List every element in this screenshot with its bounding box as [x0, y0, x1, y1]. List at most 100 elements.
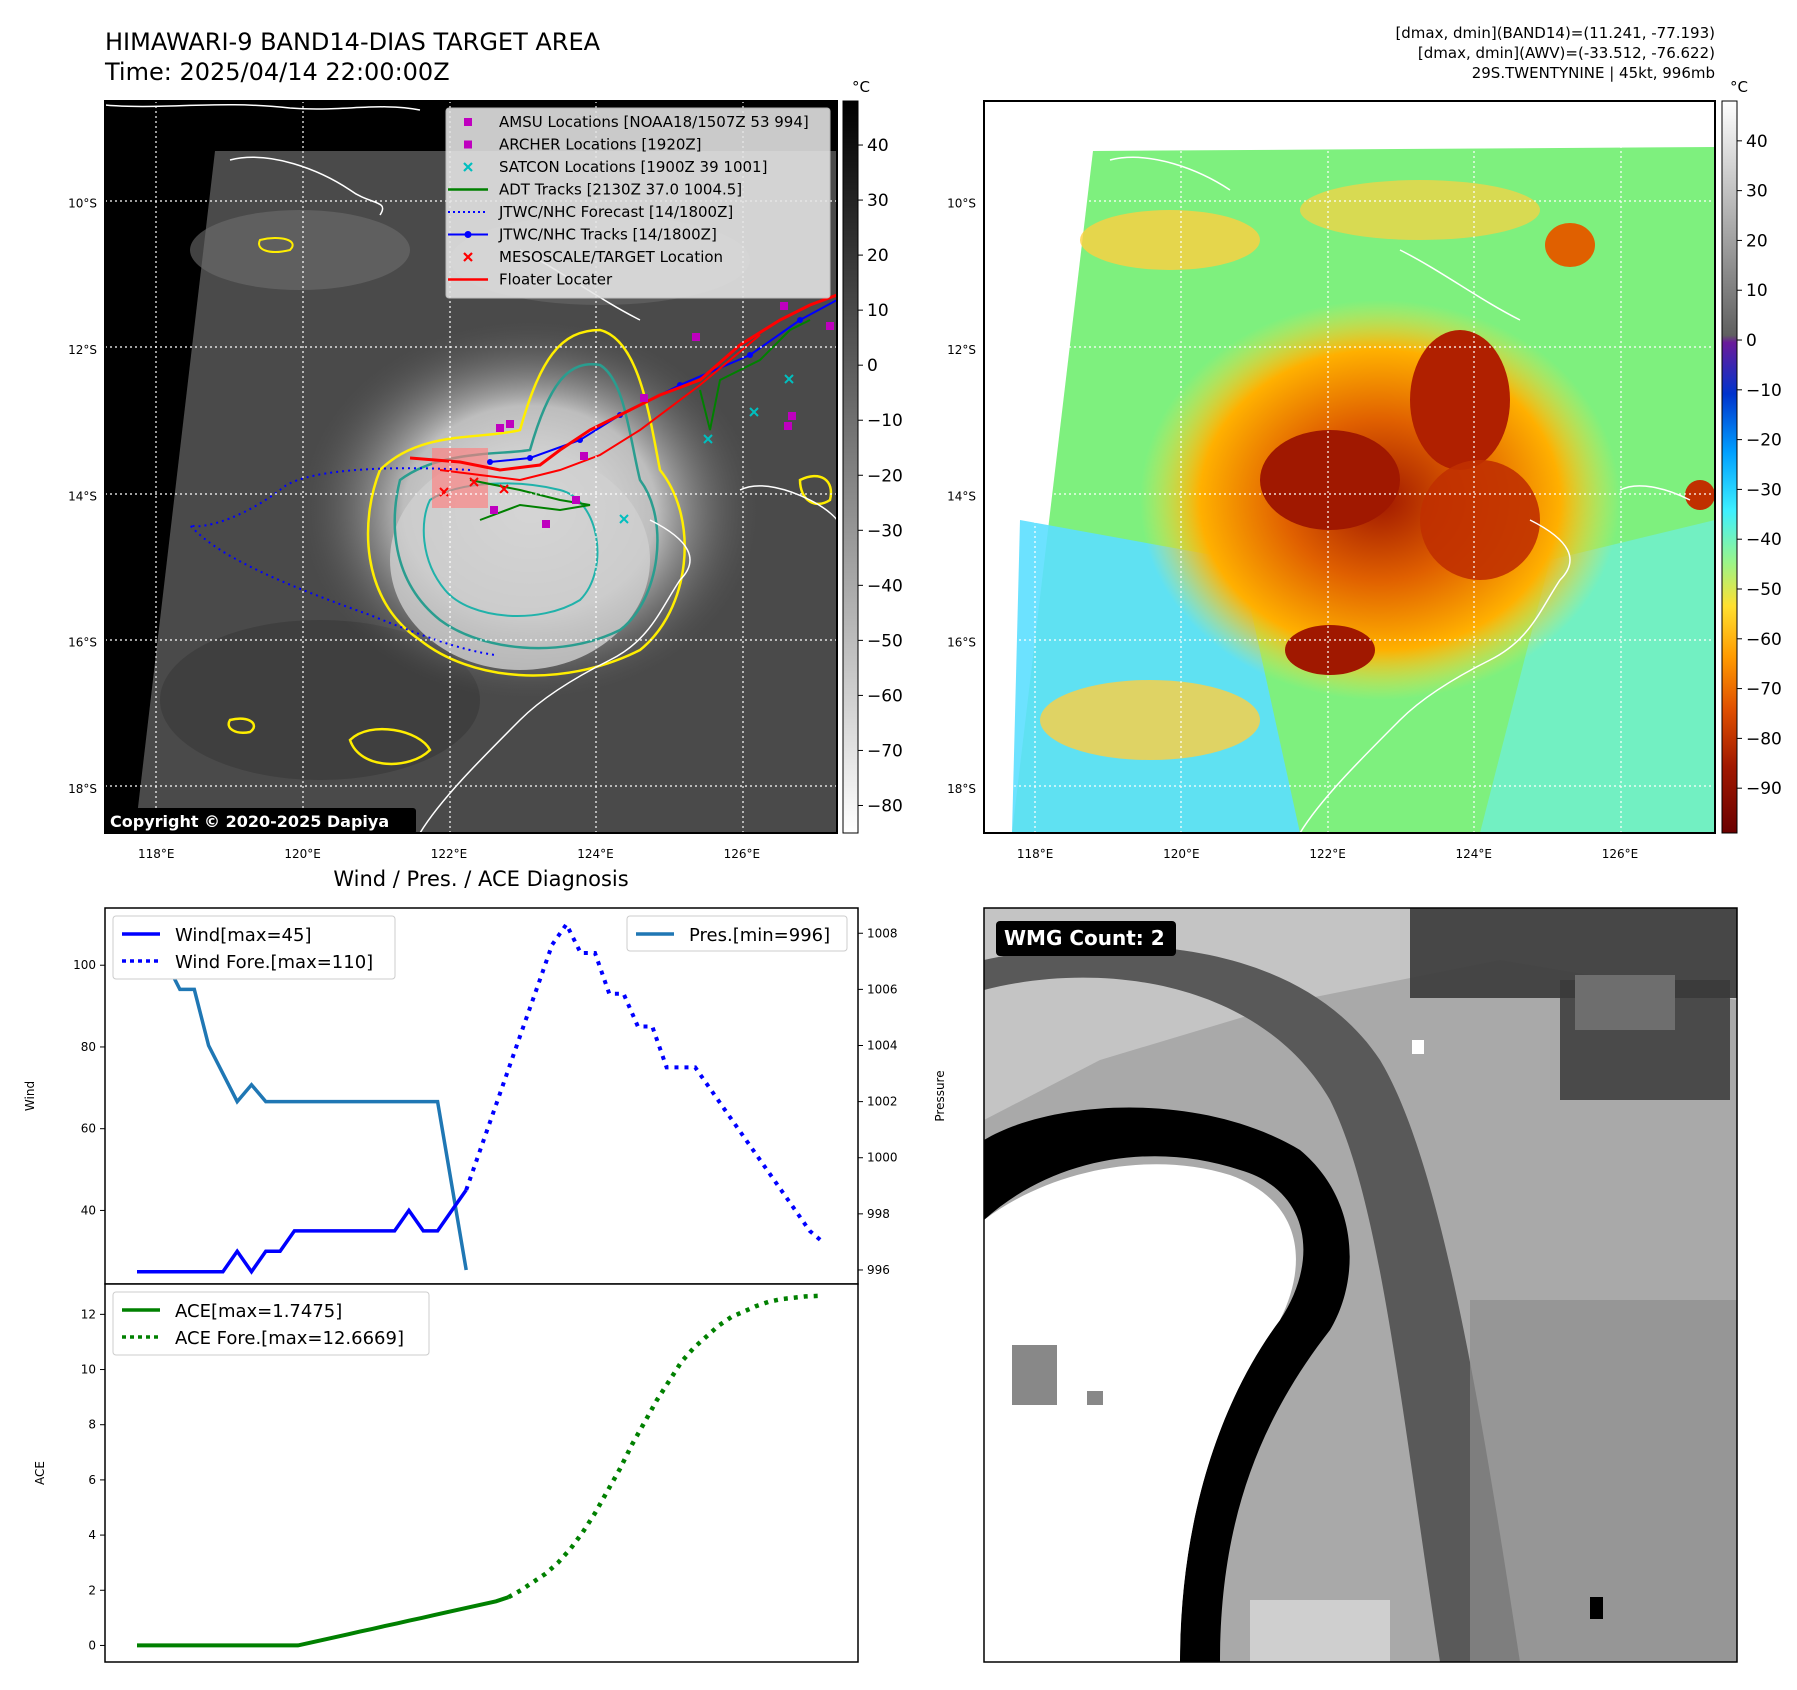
lon-tick-label: 120°E: [284, 847, 321, 861]
lon-tick-label: 124°E: [577, 847, 614, 861]
ace-tick-label: 10: [81, 1363, 96, 1377]
wind-line: [137, 1188, 468, 1275]
ace-line: [137, 1595, 510, 1648]
lat-tick-label: 10°S: [947, 196, 976, 210]
ace-forecast-line: [507, 1293, 819, 1600]
x-marker-icon: [463, 252, 473, 262]
ace-axis-label: ACE: [33, 1461, 47, 1485]
stats-line-3: 29S.TWENTYNINE | 45kt, 996mb: [1472, 64, 1715, 82]
ace-tick-label: 4: [88, 1528, 96, 1542]
contour-teal: [393, 363, 659, 650]
square-marker-icon: [464, 118, 472, 126]
stats-line-2: [dmax, dmin](AWV)=(-33.512, -76.622): [1418, 44, 1715, 62]
pressure-tick-label: 996: [867, 1263, 890, 1277]
floater-track: [409, 293, 837, 472]
colorbar-tick-label: 30: [1746, 182, 1768, 202]
colorbar-tick-label: 0: [867, 356, 878, 376]
lon-tick-label: 122°E: [1309, 847, 1346, 861]
stats-line-1: [dmax, dmin](BAND14)=(11.241, -77.193): [1395, 24, 1715, 42]
pressure-tick-label: 1000: [867, 1151, 898, 1165]
colorbar-tick-label: −50: [1746, 580, 1782, 600]
colorbar-tick-label: −80: [867, 796, 903, 816]
map-grid-right: [984, 101, 1715, 833]
square-marker-icon: [464, 140, 472, 149]
colorbar-tick-label: −60: [1746, 630, 1782, 650]
amsu-markers: [490, 302, 834, 528]
colorbar-tick-label: 10: [867, 301, 889, 321]
lon-tick-label: 118°E: [138, 847, 175, 861]
colorbar-tick-label: 30: [867, 191, 889, 211]
pressure-legend: Pres.[min=996]: [626, 915, 848, 952]
pressure-tick-label: 1002: [867, 1095, 898, 1109]
wind-tick-label: 100: [73, 958, 96, 972]
pressure-tick-label: 998: [867, 1207, 890, 1221]
awv-coastline: [1109, 156, 1691, 833]
figure-title: HIMAWARI-9 BAND14-DIAS TARGET AREA: [105, 28, 601, 56]
map-legend: AMSU Locations [NOAA18/1507Z 53 994] ARCH…: [445, 107, 831, 299]
ace-chart: 0 2 4 6 8 10 12 ACE ACE[max=1.7475] ACE Fore.[…: [33, 1283, 859, 1663]
lat-tick-label: 16°S: [947, 636, 976, 650]
awv-map: [984, 101, 1715, 833]
contour-yellow: [366, 328, 686, 677]
ace-tick-label: 2: [88, 1583, 96, 1597]
map-ticks-right: 118°E 120°E 122°E 124°E 126°E 10°S 12°S 14°S 16°…: [947, 196, 1638, 861]
colorbar-tick-label: 20: [867, 246, 889, 266]
wmg-black-band: [984, 1107, 1350, 1662]
colorbar-tick-label: −70: [867, 741, 903, 761]
colorbar-tick-label: −90: [1746, 779, 1782, 799]
lon-tick-label: 118°E: [1017, 847, 1054, 861]
wmg-white-core: [984, 1164, 1296, 1662]
lon-tick-label: 120°E: [1163, 847, 1200, 861]
colorbar-tick-label: −60: [867, 686, 903, 706]
lat-tick-label: 18°S: [947, 782, 976, 796]
colorbar-tick-label: −20: [1746, 431, 1782, 451]
colorbar-tick-label: −30: [867, 521, 903, 541]
colorbar-tick-label: 0: [1746, 331, 1757, 351]
ace-legend-fore: ACE Fore.[max=12.6669]: [175, 1328, 404, 1349]
wind-pressure-chart: 40 60 80 100 996 998 1000 1002 1004 1006 1008 Wind…: [23, 907, 947, 1285]
lon-tick-label: 124°E: [1456, 847, 1493, 861]
lat-tick-label: 18°S: [68, 782, 97, 796]
ace-tick-label: 12: [81, 1307, 96, 1321]
colorbar-tick-label: −50: [867, 631, 903, 651]
colorbar-tick-label: −10: [867, 411, 903, 431]
colorbar-tick-label: −40: [1746, 530, 1782, 550]
legend-item-label: Floater Locater: [499, 271, 613, 289]
wind-legend: Wind[max=45] Wind Fore.[max=110]: [112, 915, 396, 980]
colorbar-tick-label: 20: [1746, 231, 1768, 251]
colorbar-tick-label: −30: [1746, 480, 1782, 500]
wind-forecast-line: [464, 920, 826, 1245]
ace-tick-label: 8: [88, 1418, 96, 1432]
wind-legend-fore: Wind Fore.[max=110]: [175, 952, 373, 973]
ace-legend: ACE[max=1.7475] ACE Fore.[max=12.6669]: [112, 1291, 430, 1356]
wind-tick-label: 80: [81, 1040, 96, 1054]
target-box: [432, 448, 488, 508]
wmg-count-label: WMG Count: 2: [1004, 926, 1165, 950]
lat-tick-label: 14°S: [947, 489, 976, 503]
legend-item-label: ADT Tracks [2130Z 37.0 1004.5]: [499, 181, 742, 199]
legend-item-label: JTWC/NHC Tracks [14/1800Z]: [498, 226, 717, 244]
wind-tick-label: 60: [81, 1122, 96, 1136]
colorbar-right: °C 40 30 20 10 0 −10 −20 −30 −40 −50 −60 −70 −80 −90: [1721, 78, 1782, 834]
legend-dot-icon: [464, 231, 472, 238]
wind-legend-obs: Wind[max=45]: [175, 925, 312, 946]
x-marker-icon: [463, 162, 473, 172]
colorbar-left: °C 40 30 20 10 0 −10 −20 −30 −40 −50 −60 −70 −80: [842, 78, 903, 834]
legend-item-label: SATCON Locations [1900Z 39 1001]: [499, 158, 767, 176]
colorbar-tick-label: 10: [1746, 281, 1768, 301]
copyright-text: Copyright © 2020-2025 Dapiya: [110, 812, 389, 831]
lat-tick-label: 16°S: [68, 636, 97, 650]
legend-item-label: AMSU Locations [NOAA18/1507Z 53 994]: [499, 113, 809, 131]
wmg-panel: WMG Count: 2: [983, 907, 1738, 1663]
lon-tick-label: 126°E: [1602, 847, 1639, 861]
pressure-tick-label: 1004: [867, 1038, 898, 1052]
pressure-axis-label: Pressure: [933, 1070, 947, 1121]
lat-tick-label: 12°S: [68, 343, 97, 357]
lat-tick-label: 10°S: [68, 196, 97, 210]
colorbar-tick-label: −10: [1746, 381, 1782, 401]
pressure-tick-label: 1008: [867, 926, 898, 940]
legend-item-label: JTWC/NHC Forecast [14/1800Z]: [498, 203, 733, 221]
lat-tick-label: 14°S: [68, 489, 97, 503]
lon-tick-label: 126°E: [724, 847, 761, 861]
